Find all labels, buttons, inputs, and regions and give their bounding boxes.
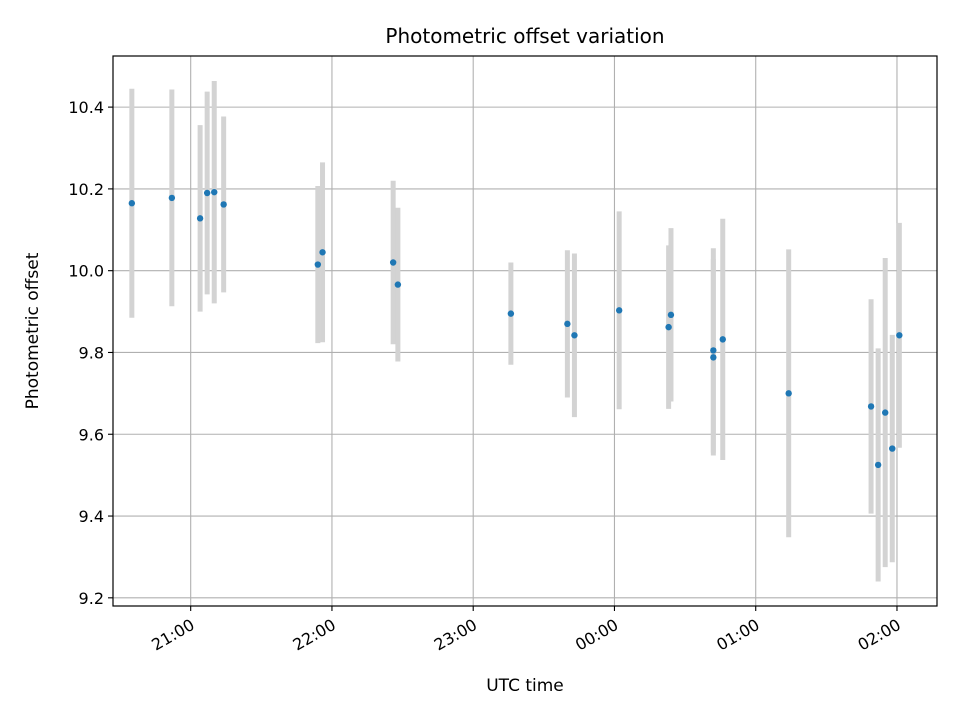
data-point xyxy=(896,332,903,339)
data-point xyxy=(889,445,896,452)
x-axis-label: UTC time xyxy=(486,676,564,696)
x-tick-label: 00:00 xyxy=(572,615,621,655)
x-tick-label: 01:00 xyxy=(713,615,762,655)
data-point xyxy=(319,249,326,256)
data-point xyxy=(220,201,227,208)
data-point xyxy=(867,403,875,410)
data-point xyxy=(785,390,792,397)
x-axis-ticks: 21:00 22:00 23:00 00:00 01:00 02:00 xyxy=(148,606,904,655)
data-point xyxy=(168,194,176,202)
y-tick-label: 9.2 xyxy=(79,589,104,608)
chart-title: Photometric offset variation xyxy=(385,24,664,48)
x-tick-label: 02:00 xyxy=(855,615,904,655)
data-point xyxy=(389,259,397,266)
data-point xyxy=(203,189,211,197)
grid xyxy=(113,56,937,606)
data-point xyxy=(667,311,675,319)
data-point xyxy=(665,323,672,331)
data-point xyxy=(314,261,322,268)
data-point xyxy=(710,347,717,354)
data-point xyxy=(196,215,204,222)
data-point xyxy=(211,188,218,196)
data-point xyxy=(564,320,571,328)
y-tick-label: 10.2 xyxy=(68,180,104,199)
data-point xyxy=(882,409,889,416)
y-tick-label: 10.4 xyxy=(68,98,104,117)
x-tick-label: 22:00 xyxy=(290,615,339,655)
y-tick-label: 10.0 xyxy=(68,262,104,281)
y-tick-label: 9.4 xyxy=(79,507,104,526)
y-axis-ticks: 9.2 9.4 9.6 9.8 10.0 10.2 10.4 xyxy=(68,98,113,608)
x-tick-label: 23:00 xyxy=(431,615,480,655)
data-point xyxy=(874,461,882,469)
plot-frame xyxy=(112,55,938,607)
data-point xyxy=(394,281,402,288)
data-point xyxy=(571,332,578,339)
data-points xyxy=(128,188,903,469)
data-point xyxy=(719,336,726,343)
data-point xyxy=(507,310,515,317)
data-point xyxy=(615,307,623,314)
error-bars xyxy=(129,80,902,582)
y-axis-label: Photometric offset xyxy=(23,252,43,409)
y-tick-label: 9.8 xyxy=(79,343,104,362)
y-tick-label: 9.6 xyxy=(79,425,104,444)
data-point xyxy=(128,200,136,207)
data-point xyxy=(710,354,717,361)
x-tick-label: 21:00 xyxy=(148,615,197,655)
